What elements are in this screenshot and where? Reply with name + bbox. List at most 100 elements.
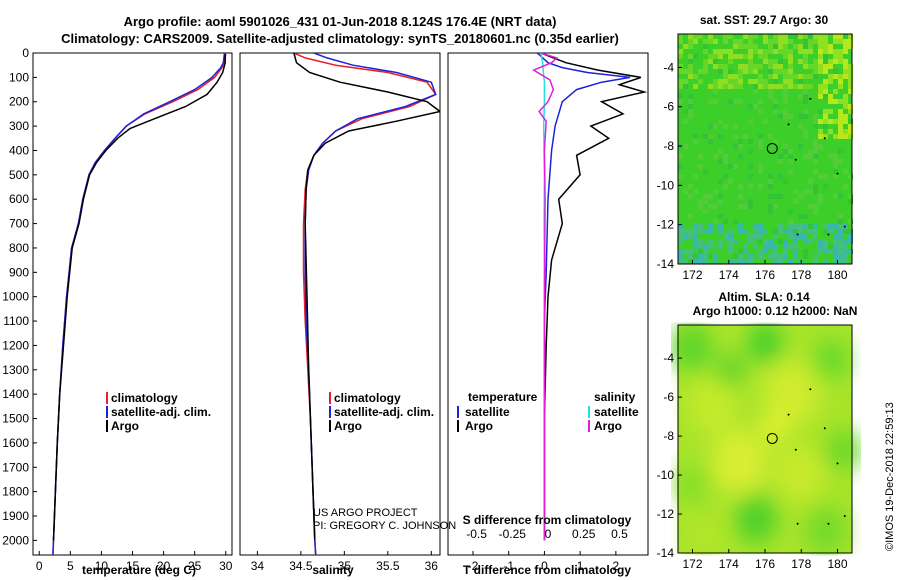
sst-cell bbox=[798, 114, 803, 119]
sst-cell bbox=[763, 59, 768, 64]
salinity-axis-label: salinity bbox=[312, 563, 354, 577]
sst-cell bbox=[813, 209, 818, 214]
y-tick-label: -6 bbox=[663, 390, 674, 404]
sst-cell bbox=[773, 139, 778, 144]
sst-cell bbox=[833, 254, 838, 259]
island-dot bbox=[827, 522, 830, 525]
sst-cell bbox=[793, 234, 798, 239]
sst-cell bbox=[818, 94, 823, 99]
sst-cell bbox=[693, 254, 698, 259]
sst-cell bbox=[833, 224, 838, 229]
sst-cell bbox=[783, 74, 788, 79]
legend-argo-label: Argo bbox=[111, 419, 139, 433]
sst-cell bbox=[843, 244, 848, 249]
sst-cell bbox=[838, 259, 843, 264]
sst-cell bbox=[848, 89, 853, 94]
sst-map-title: sat. SST: 29.7 Argo: 30 bbox=[700, 13, 829, 27]
sst-cell bbox=[758, 84, 763, 89]
sst-cell bbox=[803, 129, 808, 134]
sst-cell bbox=[728, 54, 733, 59]
legend-temperature-title: temperature bbox=[468, 390, 538, 404]
island-dot bbox=[843, 514, 846, 517]
sst-cell bbox=[818, 199, 823, 204]
sst-cell bbox=[803, 239, 808, 244]
sst-cell bbox=[763, 39, 768, 44]
sst-cell bbox=[838, 74, 843, 79]
sst-cell bbox=[843, 254, 848, 259]
sst-cell bbox=[718, 134, 723, 139]
sst-cell bbox=[718, 179, 723, 184]
x2-tick-label: 0.5 bbox=[611, 527, 628, 541]
sst-cell bbox=[783, 249, 788, 254]
sst-cell bbox=[813, 34, 818, 39]
sst-cell bbox=[823, 44, 828, 49]
sst-cell bbox=[823, 119, 828, 124]
sst-cell bbox=[688, 229, 693, 234]
sst-cell bbox=[848, 174, 853, 179]
sst-cell bbox=[733, 54, 738, 59]
sst-cell bbox=[708, 84, 713, 89]
sst-cell bbox=[738, 249, 743, 254]
sst-cell bbox=[758, 99, 763, 104]
sst-cell bbox=[703, 169, 708, 174]
sst-cell bbox=[693, 39, 698, 44]
sst-cell bbox=[828, 249, 833, 254]
sst-cell bbox=[818, 64, 823, 69]
sst-cell bbox=[743, 259, 748, 264]
sst-cell bbox=[678, 34, 683, 39]
sst-cell bbox=[768, 49, 773, 54]
y-tick-label: 1400 bbox=[2, 387, 29, 401]
sla-field bbox=[671, 322, 861, 556]
sst-cell bbox=[803, 44, 808, 49]
sst-cell bbox=[793, 189, 798, 194]
sst-cell bbox=[838, 124, 843, 129]
sst-cell bbox=[678, 154, 683, 159]
sst-cell bbox=[783, 79, 788, 84]
sst-cell bbox=[763, 249, 768, 254]
sst-cell bbox=[703, 59, 708, 64]
sst-cell bbox=[793, 244, 798, 249]
sst-cell bbox=[778, 194, 783, 199]
sst-cell bbox=[793, 224, 798, 229]
sst-cell bbox=[768, 209, 773, 214]
sla-blob bbox=[711, 428, 767, 495]
sst-cell bbox=[838, 149, 843, 154]
sst-cell bbox=[723, 84, 728, 89]
sst-cell bbox=[803, 249, 808, 254]
sst-cell bbox=[788, 159, 793, 164]
sst-cell bbox=[833, 239, 838, 244]
sst-cell bbox=[798, 34, 803, 39]
sst-cell bbox=[803, 49, 808, 54]
t-difference-axis-label: T difference from climatology bbox=[463, 563, 631, 577]
sst-cell bbox=[823, 174, 828, 179]
sst-cell bbox=[788, 34, 793, 39]
sst-cell bbox=[843, 59, 848, 64]
sst-cell bbox=[678, 249, 683, 254]
sst-cell bbox=[718, 64, 723, 69]
sst-cell bbox=[788, 74, 793, 79]
sst-cell bbox=[783, 39, 788, 44]
sst-cell bbox=[748, 139, 753, 144]
x-tick-label: -1 bbox=[503, 559, 514, 573]
sst-cell bbox=[843, 259, 848, 264]
sst-cell bbox=[783, 44, 788, 49]
sst-cell bbox=[798, 74, 803, 79]
sst-cell bbox=[823, 249, 828, 254]
y-tick-label: 800 bbox=[9, 241, 29, 255]
sst-cell bbox=[693, 189, 698, 194]
sst-cell bbox=[828, 94, 833, 99]
sst-cell bbox=[748, 69, 753, 74]
sst-cell bbox=[848, 134, 853, 139]
sst-cell bbox=[848, 69, 853, 74]
sst-cell bbox=[773, 69, 778, 74]
sst-cell bbox=[773, 99, 778, 104]
sst-cell bbox=[813, 224, 818, 229]
x-tick-label: 174 bbox=[719, 557, 739, 571]
y-tick-label: -6 bbox=[663, 100, 674, 114]
sst-cell bbox=[688, 184, 693, 189]
figure-title-line1: Argo profile: aoml 5901026_431 01-Jun-20… bbox=[124, 14, 557, 29]
sst-cell bbox=[833, 119, 838, 124]
sst-cell bbox=[763, 79, 768, 84]
sst-cell bbox=[693, 244, 698, 249]
sst-cell bbox=[813, 184, 818, 189]
